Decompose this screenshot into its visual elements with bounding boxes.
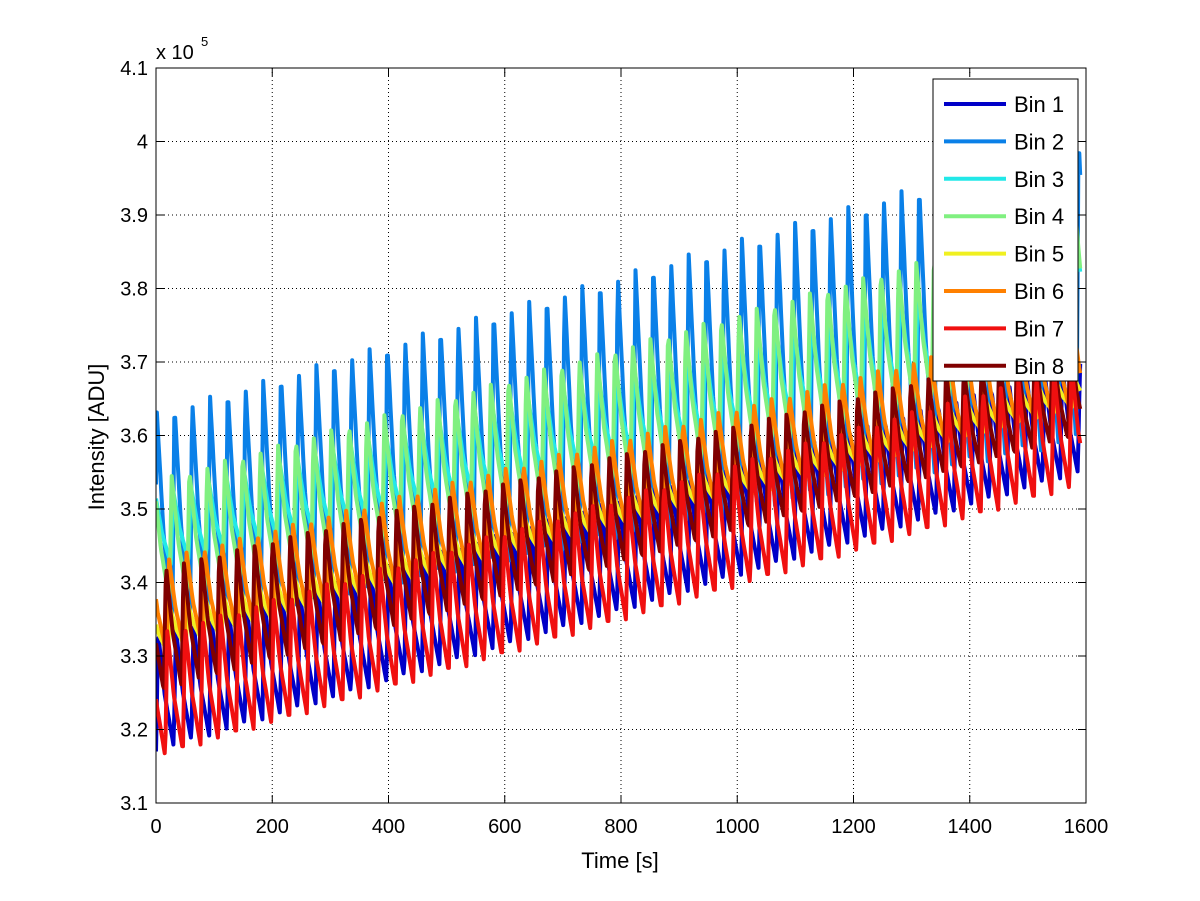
x-tick-label: 800 <box>604 816 637 838</box>
series-line-bin-7 <box>156 363 1083 756</box>
legend-label: Bin 8 <box>1014 354 1064 379</box>
y-axis-label: Intensity [ADU] <box>84 364 109 511</box>
x-tick-label: 1400 <box>948 816 993 838</box>
x-tick-label: 600 <box>488 816 521 838</box>
legend-label: Bin 5 <box>1014 242 1064 267</box>
x-tick-label: 200 <box>256 816 289 838</box>
y-tick-label: 3.3 <box>120 646 148 668</box>
y-tick-label: 4.1 <box>120 58 148 80</box>
axis-ticks <box>155 67 1087 804</box>
y-exponent-power: 5 <box>201 34 208 49</box>
legend-label: Bin 2 <box>1014 129 1064 154</box>
legend-box <box>932 78 1079 382</box>
y-tick-label: 3.8 <box>120 279 148 301</box>
series-line-bin-8 <box>156 344 1083 690</box>
legend: Bin 1 Bin 2 Bin 3 Bin 4 Bin 5 Bin 6 Bin 7 Bin 8 <box>932 78 1079 382</box>
y-tick-label: 4 <box>137 132 148 154</box>
legend-label: Bin 1 <box>1014 92 1064 117</box>
y-tick-label: 3.4 <box>120 573 148 595</box>
legend-label: Bin 3 <box>1014 167 1064 192</box>
y-tick-label: 3.6 <box>120 426 148 448</box>
x-tick-label: 1600 <box>1064 816 1109 838</box>
x-tick-label: 400 <box>372 816 405 838</box>
y-tick-labels: 3.1 3.2 3.3 3.4 3.5 3.6 3.7 3.8 3.9 4 4.1 <box>120 58 148 815</box>
y-tick-label: 3.2 <box>120 720 148 742</box>
y-exponent-base: x 10 <box>156 42 194 64</box>
y-tick-label: 3.5 <box>120 499 148 521</box>
x-tick-labels: 0 200 400 600 800 1000 1200 1400 1600 <box>150 816 1108 838</box>
y-tick-label: 3.7 <box>120 352 148 374</box>
x-tick-label: 1200 <box>831 816 876 838</box>
y-tick-label: 3.9 <box>120 205 148 227</box>
series-layer <box>156 141 1083 756</box>
x-tick-label: 1000 <box>715 816 760 838</box>
x-axis-label: Time [s] <box>581 848 658 873</box>
legend-label: Bin 6 <box>1014 279 1064 304</box>
y-tick-label: 3.1 <box>120 793 148 815</box>
x-tick-label: 0 <box>150 816 161 838</box>
legend-label: Bin 4 <box>1014 204 1064 229</box>
legend-label: Bin 7 <box>1014 316 1064 341</box>
